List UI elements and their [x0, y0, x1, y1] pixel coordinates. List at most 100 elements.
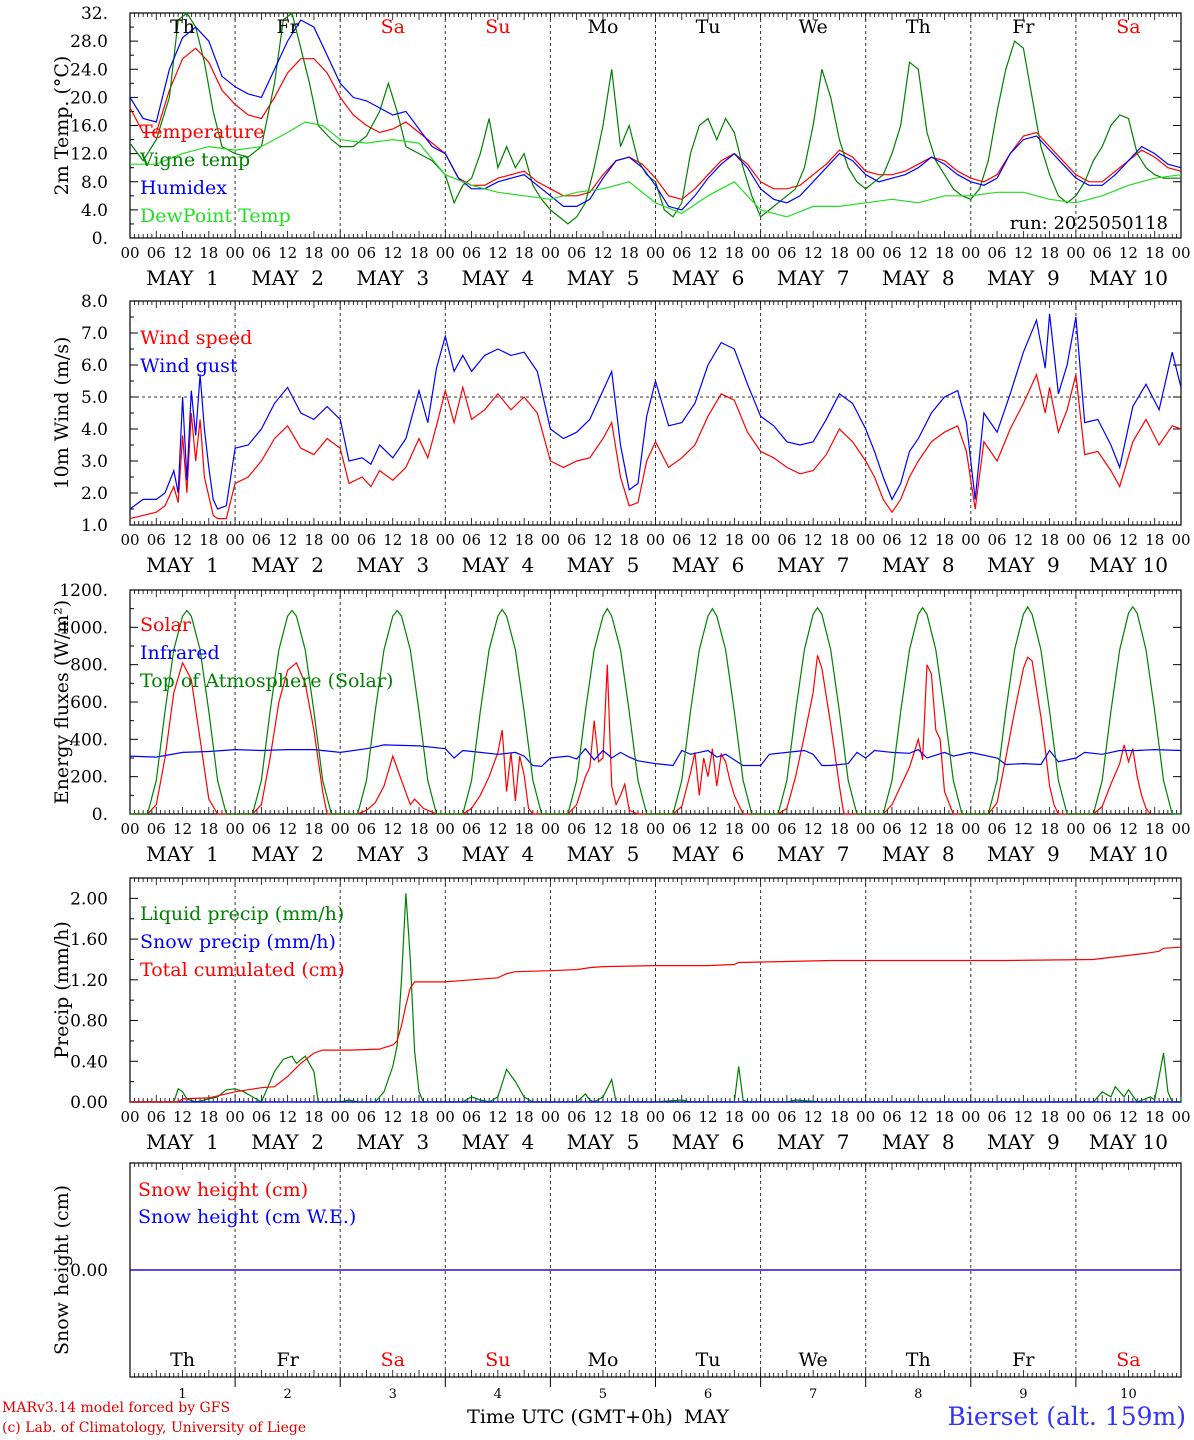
hour-tick-label: 12: [1014, 244, 1033, 262]
day-of-week-label: Mo: [587, 16, 618, 38]
hour-tick-label: 06: [147, 820, 166, 838]
legend-entry: DewPoint Temp: [140, 205, 291, 227]
hour-tick-label: 12: [593, 1108, 612, 1126]
y-tick-label: 7.0: [81, 324, 108, 344]
day-of-week-label: Su: [485, 1349, 510, 1371]
hour-tick-label: 06: [672, 820, 691, 838]
panel-temp: 0. 4.0 8.0 12.0 16.0 20.0 24.0 28.0 32. 2m Temp. …: [51, 4, 1191, 290]
hour-tick-label: 00: [541, 244, 560, 262]
hour-tick-label: 18: [935, 820, 954, 838]
hour-tick-label: 00: [120, 244, 139, 262]
date-label: MAY 8: [882, 1130, 955, 1154]
legend-entry: Snow height (cm W.E.): [138, 1206, 356, 1228]
date-label: MAY 7: [777, 553, 850, 577]
hour-tick-label: 12: [699, 820, 718, 838]
day-of-week-label: Su: [485, 16, 510, 38]
day-of-week-label: Mo: [587, 1349, 618, 1371]
hour-tick-label: 18: [409, 244, 428, 262]
hour-tick-label: 00: [226, 1108, 245, 1126]
hour-tick-label: 00: [856, 1108, 875, 1126]
hour-tick-label: 12: [593, 244, 612, 262]
hour-tick-label: 06: [252, 244, 271, 262]
day-of-week-label: Sa: [1116, 1349, 1140, 1371]
day-of-week-label: Fr: [277, 16, 300, 38]
date-label: MAY 5: [567, 266, 640, 290]
hour-tick-label: 06: [777, 820, 796, 838]
series-line-top-of-atmosphere-solar-: [130, 605, 1181, 815]
hour-tick-label: 12: [173, 531, 192, 549]
hour-tick-label: 00: [1171, 1108, 1190, 1126]
day-of-week-label: Sa: [381, 16, 405, 38]
hour-tick-label: 00: [436, 244, 455, 262]
date-label: MAY 9: [987, 842, 1060, 866]
panel-wind: 1.0 2.0 3.0 4.0 5.0 6.0 7.0 8.0 10m Wind (m/s) Wi…: [51, 292, 1191, 577]
day-of-week-label: Fr: [277, 1349, 300, 1371]
hour-tick-label: 06: [357, 820, 376, 838]
date-label: MAY 5: [567, 1130, 640, 1154]
hour-tick-label: 12: [383, 1108, 402, 1126]
hour-tick-label: 00: [751, 1108, 770, 1126]
series-line-dewpoint-temp: [130, 121, 1182, 218]
date-label: MAY 2: [251, 1130, 324, 1154]
hour-tick-label: 12: [278, 820, 297, 838]
hour-tick-label: 12: [173, 1108, 192, 1126]
hour-tick-label: 18: [515, 820, 534, 838]
legend-entry: Wind speed: [140, 327, 252, 349]
hour-tick-label: 18: [1145, 531, 1164, 549]
series-line-wind-speed: [129, 372, 1182, 520]
hour-tick-label: 06: [147, 1108, 166, 1126]
y-tick-label: 16.0: [70, 117, 108, 137]
y-tick-label: 800.: [70, 656, 108, 676]
day-of-week-label: Th: [170, 16, 195, 38]
hour-tick-label: 18: [725, 531, 744, 549]
day-number-label: 7: [809, 1387, 817, 1402]
hour-tick-label: 18: [935, 1108, 954, 1126]
hour-tick-label: 00: [331, 531, 350, 549]
hour-tick-label: 00: [1171, 820, 1190, 838]
legend-entry: Snow height (cm): [138, 1179, 308, 1201]
y-tick-label: 24.0: [70, 60, 108, 80]
hour-tick-label: 18: [1040, 820, 1059, 838]
day-of-week-label: Tu: [696, 1349, 721, 1371]
hour-tick-label: 06: [882, 820, 901, 838]
hour-tick-label: 06: [882, 244, 901, 262]
hour-tick-label: 12: [173, 244, 192, 262]
hour-tick-label: 00: [856, 244, 875, 262]
hour-tick-label: 06: [988, 1108, 1007, 1126]
hour-tick-label: 12: [804, 820, 823, 838]
hour-tick-label: 00: [646, 531, 665, 549]
hour-tick-label: 12: [909, 244, 928, 262]
credit-model: MARv3.14 model forced by GFS: [2, 1400, 231, 1416]
hour-tick-label: 18: [725, 820, 744, 838]
date-label: MAY 5: [567, 842, 640, 866]
hour-tick-label: 06: [672, 531, 691, 549]
hour-tick-label: 12: [909, 531, 928, 549]
y-tick-label: 0.: [92, 805, 108, 825]
hour-tick-label: 06: [462, 244, 481, 262]
date-label: MAY 7: [777, 1130, 850, 1154]
hour-tick-label: 12: [1119, 820, 1138, 838]
hour-tick-label: 12: [699, 531, 718, 549]
hour-tick-label: 18: [304, 244, 323, 262]
hour-tick-label: 18: [830, 244, 849, 262]
hour-tick-label: 00: [646, 244, 665, 262]
hour-tick-label: 06: [462, 820, 481, 838]
hour-tick-label: 18: [515, 531, 534, 549]
hour-tick-label: 00: [1066, 531, 1085, 549]
hour-tick-label: 06: [357, 244, 376, 262]
hour-tick-label: 00: [541, 820, 560, 838]
day-of-week-label: Fr: [1012, 1349, 1035, 1371]
date-label: MAY 10: [1089, 1130, 1168, 1154]
hour-tick-label: 00: [436, 1108, 455, 1126]
hour-tick-label: 00: [331, 244, 350, 262]
hour-tick-label: 00: [961, 820, 980, 838]
hour-tick-label: 18: [830, 820, 849, 838]
hour-tick-label: 12: [488, 1108, 507, 1126]
hour-tick-label: 18: [620, 1108, 639, 1126]
hour-tick-label: 06: [672, 1108, 691, 1126]
hour-tick-label: 18: [935, 244, 954, 262]
y-tick-label: 200.: [70, 768, 108, 788]
day-of-week-label: Tu: [696, 16, 721, 38]
y-tick-label: 0.00: [70, 1261, 108, 1281]
date-label: MAY 6: [672, 266, 745, 290]
